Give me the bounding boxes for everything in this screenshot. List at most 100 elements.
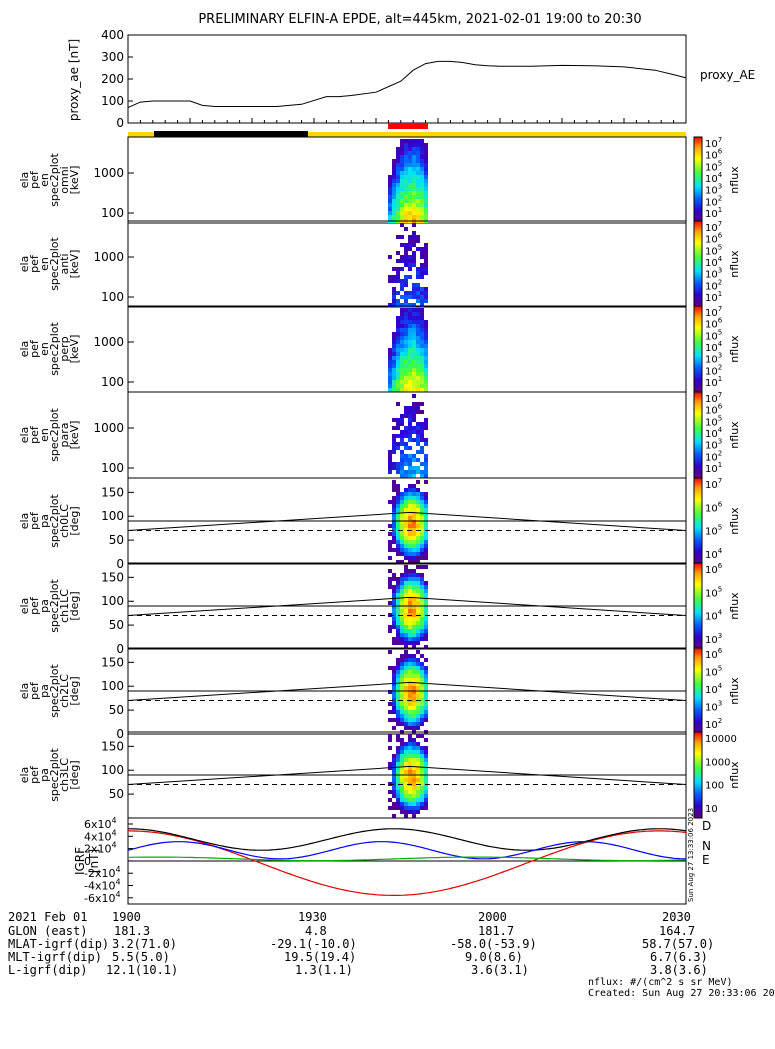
spectrogram-cell [396, 641, 400, 645]
footer-value: 181.3 [114, 924, 151, 938]
colorbar-tick-label-exp: 5 [718, 328, 722, 336]
igrf-ytick-label: -4x104 [84, 878, 121, 893]
spectrogram-cell [404, 275, 408, 279]
spectrogram-cell [412, 243, 416, 247]
igrf-series-red [128, 830, 687, 896]
spectrogram-cell [408, 528, 412, 532]
spectrogram-cell [412, 239, 416, 243]
spectrogram-cell [400, 710, 404, 714]
spectrogram-cell [408, 694, 412, 698]
spectrogram-cell [412, 593, 416, 597]
spectrogram-cell [396, 446, 400, 450]
spectrogram-cell [404, 251, 408, 255]
ytick-label: 150 [101, 739, 124, 753]
spectrogram-cell [408, 199, 412, 203]
spectrogram-cell [388, 348, 392, 352]
spectrogram-cell [424, 544, 428, 548]
spectrogram-cell [424, 287, 428, 291]
spectrogram-cell [424, 352, 428, 356]
spectrogram-cell [388, 364, 392, 368]
colorbar-tick-label-exp: 2 [718, 449, 722, 457]
spectrogram-cell [388, 384, 392, 388]
spectrogram-cell [404, 151, 408, 155]
spectrogram-cell [408, 754, 412, 758]
spectrogram-cell [396, 368, 400, 372]
spectrogram-cell [416, 556, 420, 560]
spectrogram-cell [420, 601, 424, 605]
spectrogram-cell [404, 183, 408, 187]
spectrogram-cell [416, 682, 420, 686]
ylabel-line: ela [18, 598, 31, 615]
spectrogram-cell [404, 430, 408, 434]
spectrogram-cell [424, 442, 428, 446]
spectrogram-cell [400, 458, 404, 462]
spectrogram-cell [404, 682, 408, 686]
spectrogram-cell [388, 569, 392, 573]
colorbar-tick-label: 106 [705, 562, 723, 576]
spectrogram-cell [420, 287, 424, 291]
colorbar-tick-label-exp: 1 [718, 206, 722, 214]
spectrogram-cell [388, 581, 392, 585]
spectrogram-cell [396, 422, 400, 426]
spectrogram-cell [424, 418, 428, 422]
spectrogram-cell [396, 593, 400, 597]
spectrogram-cell [412, 516, 416, 520]
spectrogram-cell [416, 344, 420, 348]
spectrogram-cell [396, 380, 400, 384]
spectrogram-cell [404, 577, 408, 581]
spectrogram-cell [396, 175, 400, 179]
spectrogram-cell [420, 450, 424, 454]
ae-ylabel: proxy_ae [nT] [67, 39, 81, 121]
colorbar-scale [693, 477, 703, 565]
ylabel-line: ela [18, 256, 31, 273]
spectrogram-cell [420, 678, 424, 682]
spectrogram-cell [412, 560, 416, 564]
colorbar-label: nflux [728, 677, 741, 705]
spectrogram-cell [416, 312, 420, 316]
spectrogram-cell [404, 633, 408, 637]
spectrogram-cell [408, 786, 412, 790]
spectrogram-cell [416, 215, 420, 219]
spectrogram-cell [392, 605, 396, 609]
spectrogram-cell [400, 143, 404, 147]
spectrogram-cell [392, 438, 396, 442]
spectrogram-cell [416, 271, 420, 275]
spectrogram-cell [400, 336, 404, 340]
spectrogram-cell [392, 794, 396, 798]
spectrogram-cell [400, 508, 404, 512]
spectrogram-cell [396, 778, 400, 782]
spectrogram-cell [404, 143, 408, 147]
spectrogram-cell [404, 312, 408, 316]
spectrogram-cell [408, 589, 412, 593]
spectrogram-cell [416, 565, 420, 569]
ylabel-line: pef [28, 425, 41, 444]
spectrogram-cell [400, 524, 404, 528]
spectrogram-cell [404, 500, 408, 504]
spectrogram-cell [404, 263, 408, 267]
spectrogram-cell [424, 774, 428, 778]
spectrogram-cell [388, 454, 392, 458]
spectrogram-cell [408, 470, 412, 474]
spectrogram-cell [416, 328, 420, 332]
loss-cone-line [127, 596, 687, 617]
spectrogram-cell [404, 332, 408, 336]
spectrogram-cell [408, 548, 412, 552]
spectrogram-cell [420, 360, 424, 364]
spectrogram-cell [404, 410, 408, 414]
spectrogram-cell [416, 179, 420, 183]
spectrogram-cell [392, 585, 396, 589]
footer-value: -29.1(-10.0) [270, 937, 357, 951]
colorbar-tick-label-exp: 4 [718, 340, 723, 348]
spectrogram-cell [420, 690, 424, 694]
spectrogram-cell [408, 324, 412, 328]
spectrogram-cell [388, 806, 392, 810]
spectrogram-cell [404, 446, 408, 450]
spectrogram-cell [420, 734, 424, 738]
spectrogram-cell [424, 380, 428, 384]
loss-cone-line [127, 765, 687, 786]
spectrogram-cell [416, 195, 420, 199]
ylabel-line: ch3LC [58, 758, 71, 792]
spectrogram-cell [416, 573, 420, 577]
spectrogram-cell [416, 508, 420, 512]
